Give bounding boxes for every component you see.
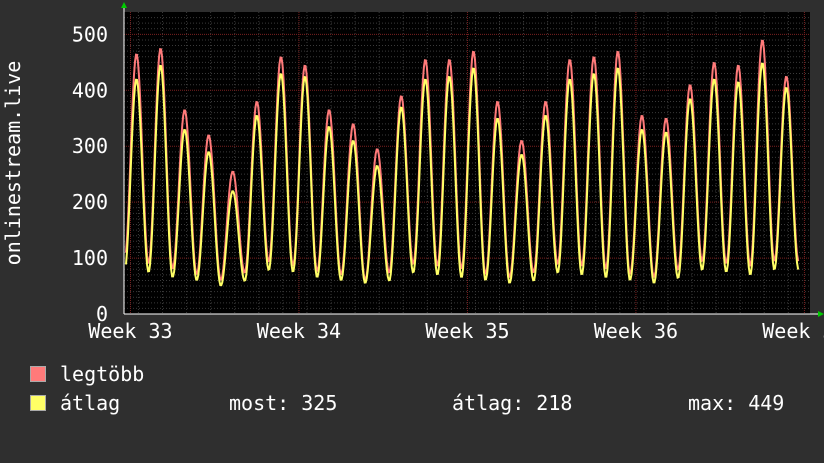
y-axis-arrow-icon	[121, 2, 127, 8]
x-tick-label: Week 35	[425, 319, 509, 343]
stat-most-value: 325	[301, 391, 338, 415]
y-tick-label: 100	[72, 246, 108, 270]
stat-atlag-value: 218	[536, 391, 573, 415]
y-axis-label: onlinestream.live	[1, 61, 25, 266]
stat-max-value: 449	[748, 391, 785, 415]
series-line-atlag	[125, 62, 800, 287]
x-tick-label: Week 34	[257, 319, 341, 343]
x-tick-label: Week 37	[762, 319, 824, 343]
legend-label-legtobb: legtöbb	[60, 362, 145, 386]
y-tick-label: 300	[72, 134, 108, 158]
y-tick-label: 400	[72, 78, 108, 102]
legend-label-atlag: átlag	[60, 391, 121, 415]
stat-max: max: 449	[688, 391, 784, 415]
y-tick-label: 0	[96, 302, 108, 326]
stat-most: most: 325	[229, 391, 337, 415]
y-tick-label: 200	[72, 190, 108, 214]
x-tick-label: Week 33	[88, 319, 172, 343]
stat-atlag: átlag: 218	[452, 391, 572, 415]
stat-max-label: max:	[688, 391, 737, 415]
legend-swatch-atlag	[30, 395, 46, 411]
x-tick-label: Week 36	[594, 319, 678, 343]
legend-item-legtobb: legtöbb	[30, 362, 144, 434]
y-tick-label: 500	[72, 22, 108, 46]
stat-atlag-label: átlag:	[452, 391, 525, 415]
legend-item-atlag: átlag	[30, 391, 120, 463]
x-axis-arrow-icon	[818, 311, 824, 317]
legend-swatch-legtobb	[30, 366, 46, 382]
stat-most-label: most:	[229, 391, 290, 415]
line-chart: 0 100 200 300 400 500 Week 33 Week 34 Week 35 Wee…	[1, 2, 824, 343]
